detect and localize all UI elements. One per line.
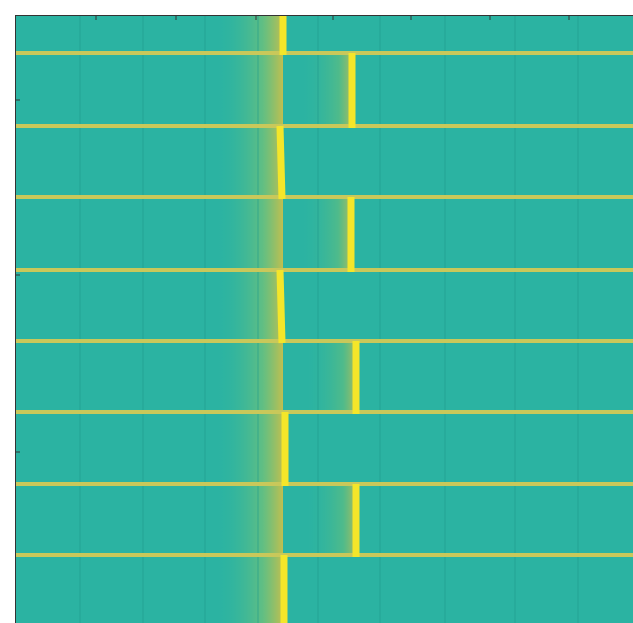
glow-band bbox=[305, 342, 356, 412]
glow-band bbox=[305, 484, 356, 555]
peak bbox=[280, 270, 282, 343]
glow-band bbox=[300, 198, 351, 270]
glow-band bbox=[300, 55, 352, 127]
peak bbox=[280, 126, 282, 199]
glow-band bbox=[215, 15, 283, 623]
